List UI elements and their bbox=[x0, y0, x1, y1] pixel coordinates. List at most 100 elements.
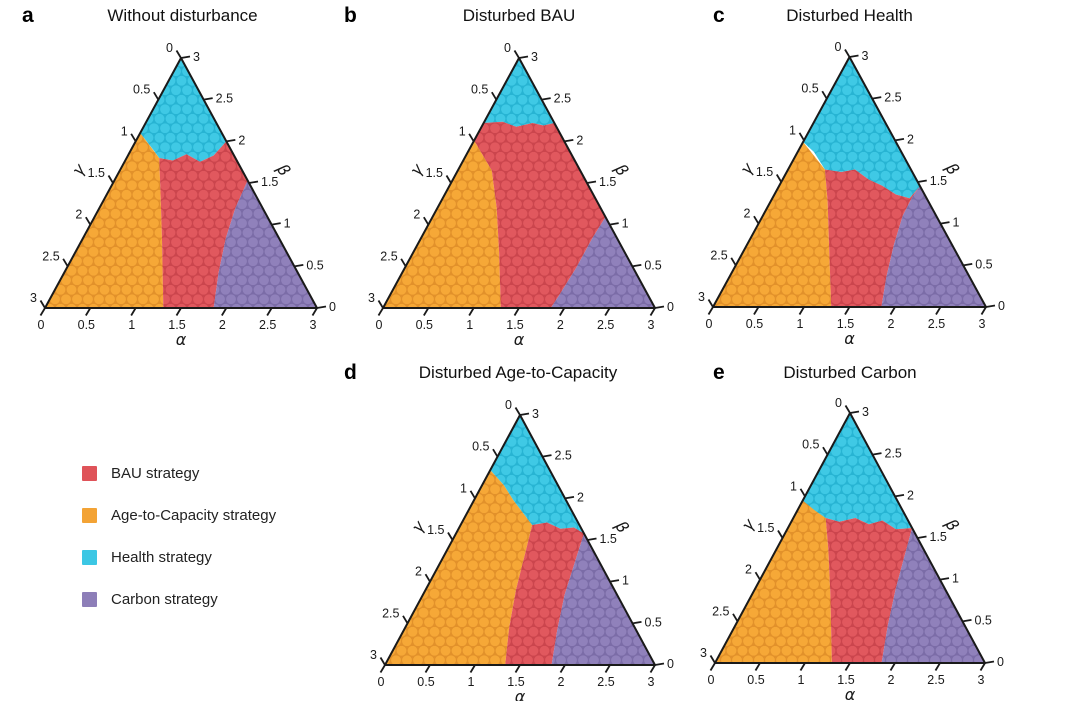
panel-letter-d: d bbox=[344, 361, 357, 384]
svg-text:1: 1 bbox=[953, 216, 960, 230]
ternary-panel-b: 0300.52.50.51211.51.51.52122.50.52.5303γ… bbox=[368, 41, 674, 349]
svg-text:2.5: 2.5 bbox=[597, 675, 614, 689]
region-bau-d bbox=[505, 522, 584, 665]
carbon-swatch-icon bbox=[82, 591, 97, 607]
svg-text:0: 0 bbox=[376, 318, 383, 332]
svg-text:2.5: 2.5 bbox=[928, 317, 945, 331]
svg-text:3: 3 bbox=[648, 675, 655, 689]
svg-text:3: 3 bbox=[30, 291, 37, 305]
svg-text:3: 3 bbox=[648, 318, 655, 332]
region-agetocapacity-e bbox=[715, 500, 832, 663]
svg-text:1: 1 bbox=[798, 673, 805, 687]
svg-text:1.5: 1.5 bbox=[930, 530, 947, 544]
svg-text:1.5: 1.5 bbox=[600, 532, 617, 546]
age-to-capacity-swatch-icon bbox=[82, 507, 97, 523]
svg-text:3: 3 bbox=[370, 648, 377, 662]
svg-text:1: 1 bbox=[460, 481, 467, 495]
svg-text:0: 0 bbox=[998, 299, 1005, 313]
svg-text:1.5: 1.5 bbox=[427, 523, 444, 537]
svg-text:1.5: 1.5 bbox=[506, 318, 523, 332]
region-agetocapacity-c bbox=[713, 142, 832, 307]
legend: BAU strategy Age-to-Capacity strategy He… bbox=[82, 452, 276, 620]
svg-text:0.5: 0.5 bbox=[975, 257, 992, 271]
svg-text:2.5: 2.5 bbox=[710, 248, 727, 262]
svg-text:0: 0 bbox=[835, 396, 842, 410]
svg-text:0.5: 0.5 bbox=[78, 318, 95, 332]
svg-text:1: 1 bbox=[466, 318, 473, 332]
axis-ticks bbox=[39, 50, 327, 316]
svg-text:1: 1 bbox=[468, 675, 475, 689]
svg-text:1.5: 1.5 bbox=[930, 174, 947, 188]
panel-title-b: Disturbed BAU bbox=[462, 6, 576, 25]
svg-text:2: 2 bbox=[907, 132, 914, 146]
svg-text:2: 2 bbox=[219, 318, 226, 332]
svg-text:0: 0 bbox=[329, 300, 336, 314]
svg-text:0.5: 0.5 bbox=[306, 258, 323, 272]
svg-text:0: 0 bbox=[706, 317, 713, 331]
svg-text:2.5: 2.5 bbox=[42, 249, 59, 263]
svg-text:3: 3 bbox=[698, 290, 705, 304]
svg-text:1: 1 bbox=[121, 124, 128, 138]
gamma-axis-label: γ bbox=[68, 159, 90, 179]
svg-text:2: 2 bbox=[744, 207, 751, 221]
svg-text:0.5: 0.5 bbox=[133, 83, 150, 97]
axis-ticks bbox=[377, 50, 665, 316]
svg-text:1.5: 1.5 bbox=[756, 165, 773, 179]
legend-item-carbon: Carbon strategy bbox=[82, 578, 276, 620]
svg-text:2.5: 2.5 bbox=[554, 92, 571, 106]
health-swatch-icon bbox=[82, 549, 97, 565]
alpha-axis-label: α bbox=[514, 330, 525, 349]
svg-text:0: 0 bbox=[667, 657, 674, 671]
ternary-panel-c: 0300.52.50.51211.51.51.52122.50.52.5303γ… bbox=[698, 40, 1005, 348]
region-carbon-e bbox=[881, 528, 985, 663]
ternary-panel-d: 0300.52.50.51211.51.51.52122.50.52.5303γ… bbox=[370, 398, 674, 701]
svg-text:2: 2 bbox=[576, 133, 583, 147]
legend-label-health: Health strategy bbox=[111, 548, 212, 566]
svg-text:0.5: 0.5 bbox=[802, 438, 819, 452]
svg-text:0: 0 bbox=[505, 398, 512, 412]
legend-item-health: Health strategy bbox=[82, 536, 276, 578]
svg-text:3: 3 bbox=[531, 50, 538, 64]
region-agetocapacity-a bbox=[45, 133, 164, 308]
legend-item-age-to-capacity: Age-to-Capacity strategy bbox=[82, 494, 276, 536]
region-bau-c bbox=[824, 169, 920, 307]
svg-text:1.5: 1.5 bbox=[757, 521, 774, 535]
axis-ticks bbox=[379, 407, 665, 673]
axis-ticks bbox=[709, 405, 995, 671]
svg-text:1.5: 1.5 bbox=[599, 175, 616, 189]
svg-text:2.5: 2.5 bbox=[712, 604, 729, 618]
region-bau-a bbox=[159, 141, 248, 308]
svg-text:0.5: 0.5 bbox=[644, 258, 661, 272]
svg-text:0: 0 bbox=[166, 41, 173, 55]
region-carbon-c bbox=[881, 186, 986, 307]
legend-label-bau: BAU strategy bbox=[111, 464, 200, 482]
svg-text:3: 3 bbox=[532, 407, 539, 421]
panel-title-d: Disturbed Age-to-Capacity bbox=[418, 363, 618, 382]
svg-text:0: 0 bbox=[38, 318, 45, 332]
bau-swatch-icon bbox=[82, 465, 97, 481]
svg-text:1.5: 1.5 bbox=[837, 317, 854, 331]
svg-text:2.5: 2.5 bbox=[927, 673, 944, 687]
svg-text:2: 2 bbox=[75, 208, 82, 222]
svg-text:2.5: 2.5 bbox=[259, 318, 276, 332]
region-health-c bbox=[803, 57, 920, 199]
svg-text:3: 3 bbox=[979, 317, 986, 331]
svg-text:0.5: 0.5 bbox=[747, 673, 764, 687]
svg-text:3: 3 bbox=[862, 49, 869, 63]
ternary-panel-a: 0300.52.50.51211.51.51.52122.50.52.5303γ… bbox=[30, 41, 336, 349]
svg-text:2: 2 bbox=[557, 318, 564, 332]
svg-text:1: 1 bbox=[789, 123, 796, 137]
svg-text:2: 2 bbox=[888, 673, 895, 687]
svg-text:0.5: 0.5 bbox=[472, 440, 489, 454]
svg-text:0: 0 bbox=[708, 673, 715, 687]
region-bau-b bbox=[474, 121, 606, 308]
svg-text:0: 0 bbox=[667, 300, 674, 314]
svg-text:0.5: 0.5 bbox=[801, 82, 818, 96]
panel-title-a: Without disturbance bbox=[107, 6, 258, 25]
svg-text:2: 2 bbox=[415, 565, 422, 579]
